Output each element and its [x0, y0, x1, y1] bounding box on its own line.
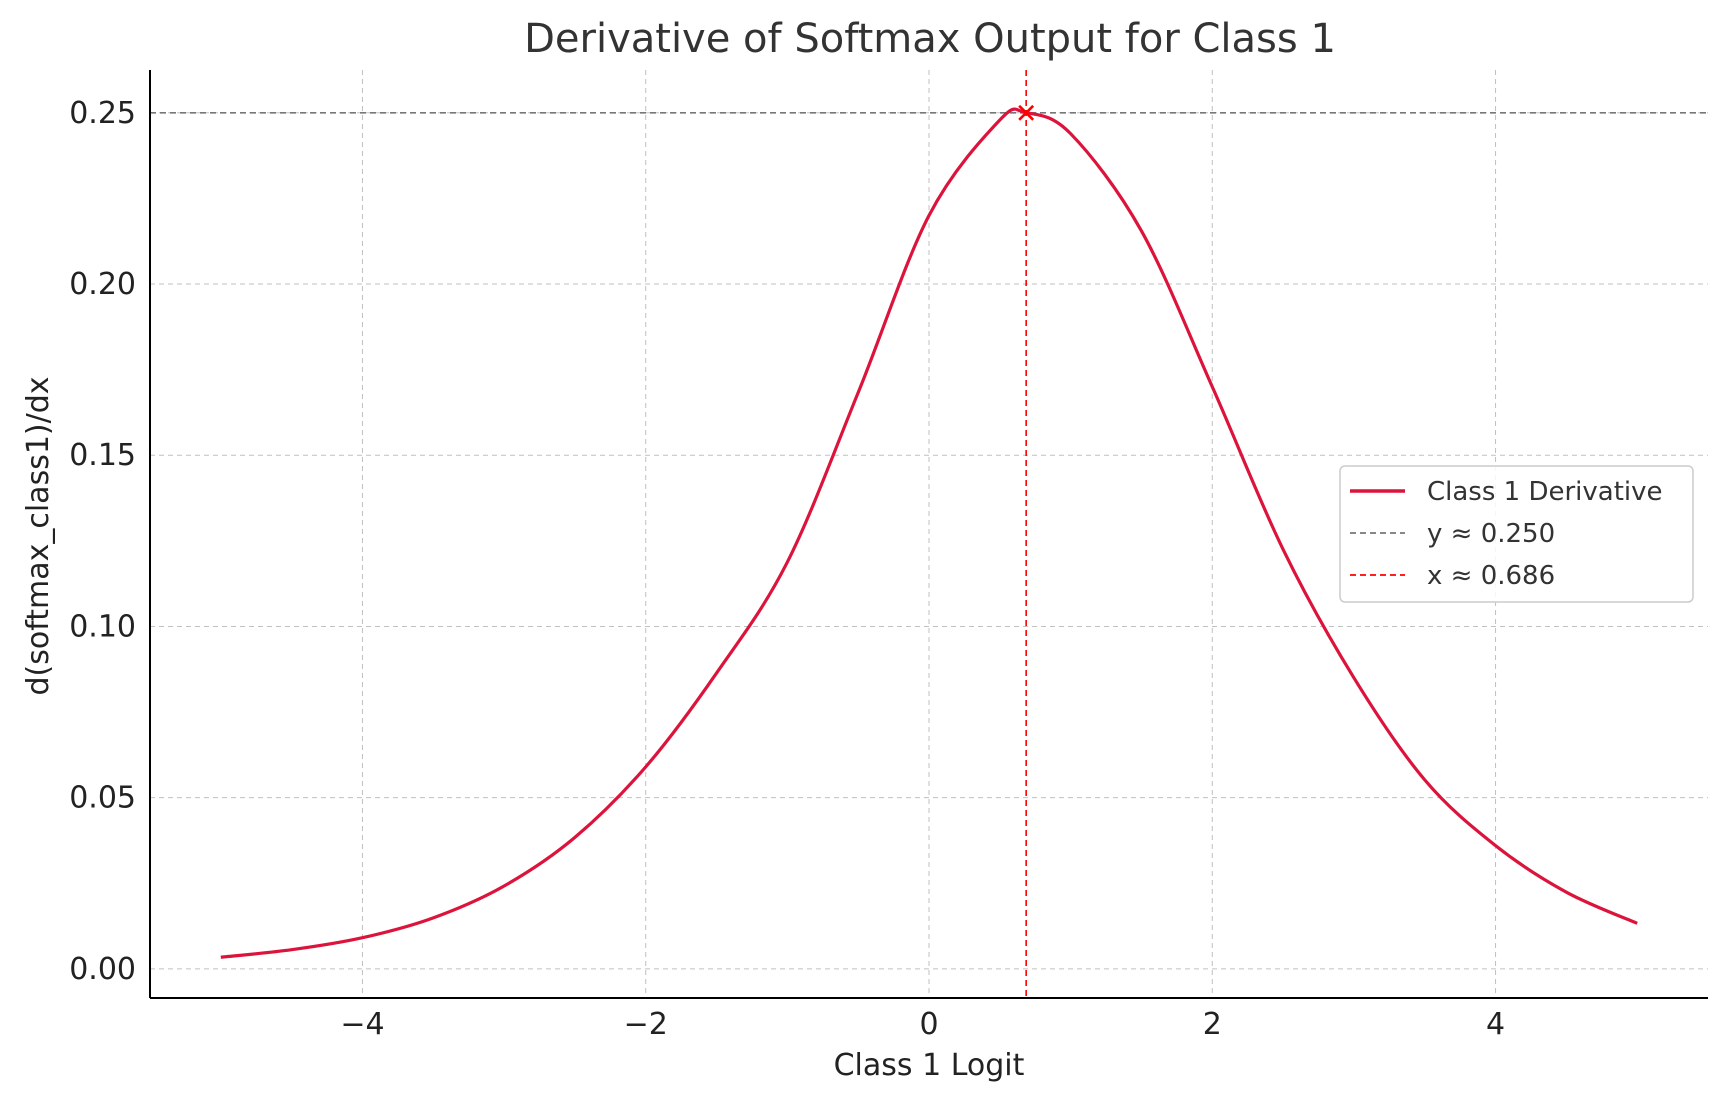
- x-tick-label: 4: [1486, 1007, 1505, 1042]
- tick-labels: −4 −2 0 2 4 0.00 0.05 0.10 0.15 0.20 0.25: [69, 96, 1505, 1042]
- x-tick-label: −2: [624, 1007, 668, 1042]
- y-tick-label: 0.20: [69, 267, 136, 302]
- plot-area: [150, 70, 1708, 998]
- legend-label-x-ref: x ≈ 0.686: [1427, 561, 1555, 591]
- y-tick-label: 0.05: [69, 781, 136, 816]
- chart-title: Derivative of Softmax Output for Class 1: [524, 16, 1336, 62]
- legend-label-derivative: Class 1 Derivative: [1427, 477, 1663, 507]
- y-tick-label: 0.10: [69, 609, 136, 644]
- x-tick-label: −4: [340, 1007, 384, 1042]
- series-line-class-1-derivative: [220, 107, 1638, 959]
- peak-marker: [1018, 104, 1035, 121]
- legend-box: [1339, 465, 1694, 603]
- y-axis-label: d(softmax_class1)/dx: [21, 376, 56, 695]
- y-tick-label: 0.25: [69, 96, 136, 131]
- legend-label-y-ref: y ≈ 0.250: [1427, 519, 1555, 549]
- peak-marker-stroke: [1018, 104, 1035, 121]
- x-tick-label: 0: [919, 1007, 938, 1042]
- axes: [149, 70, 1708, 999]
- x-axis-label: Class 1 Logit: [834, 1048, 1025, 1083]
- x-tick-label: 2: [1203, 1007, 1222, 1042]
- legend: Class 1 Derivative y ≈ 0.250 x ≈ 0.686: [1339, 465, 1694, 603]
- y-tick-label: 0.15: [69, 438, 136, 473]
- y-tick-label: 0.00: [69, 952, 136, 987]
